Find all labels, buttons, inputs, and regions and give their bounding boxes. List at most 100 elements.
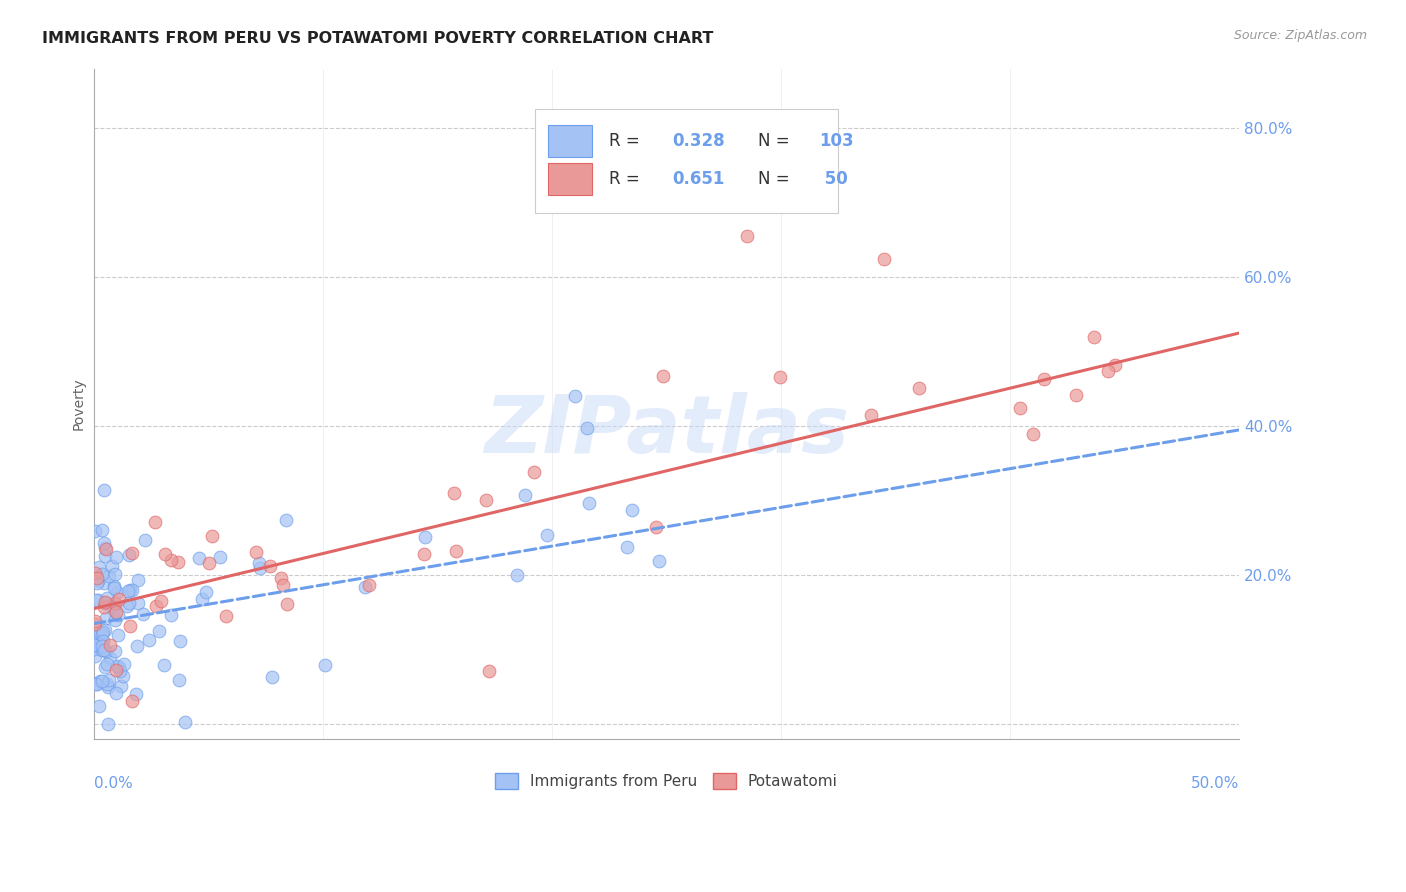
Point — [83, 639, 105, 653]
Point — [91, 567, 114, 582]
Point — [93, 643, 115, 657]
Point — [1097, 364, 1119, 378]
Point — [97, 673, 120, 687]
Point — [120, 582, 142, 597]
Point — [143, 515, 166, 529]
Point — [94, 644, 117, 658]
Point — [105, 550, 128, 565]
Point — [93, 483, 115, 498]
Point — [93, 596, 115, 610]
Point — [84, 593, 107, 607]
Point — [245, 545, 267, 559]
Point — [121, 583, 143, 598]
Point — [274, 513, 297, 527]
Point — [1104, 359, 1126, 373]
Point — [127, 596, 149, 610]
Point — [87, 629, 110, 643]
Point — [93, 536, 115, 550]
Point — [100, 638, 122, 652]
Text: N =: N = — [758, 170, 794, 188]
Point — [107, 628, 129, 642]
Point — [93, 576, 115, 591]
Point — [110, 679, 132, 693]
Text: 0.328: 0.328 — [672, 132, 724, 150]
Point — [103, 581, 125, 595]
FancyBboxPatch shape — [534, 109, 838, 212]
Point — [515, 488, 537, 502]
Point — [94, 549, 117, 563]
Point — [125, 639, 148, 653]
Point — [94, 624, 117, 638]
Point — [121, 545, 143, 559]
Point — [89, 699, 111, 714]
Point — [98, 569, 121, 583]
Point — [103, 579, 125, 593]
Point — [194, 585, 217, 599]
Point — [247, 556, 270, 570]
Point — [152, 658, 174, 673]
Text: 0.0%: 0.0% — [94, 776, 132, 791]
Point — [105, 686, 128, 700]
Point — [90, 673, 112, 688]
Point — [478, 664, 501, 678]
Point — [536, 528, 558, 542]
Point — [104, 643, 127, 657]
Point — [117, 584, 139, 599]
Point — [87, 592, 110, 607]
Point — [89, 559, 111, 574]
Point — [84, 648, 107, 663]
Point — [104, 605, 127, 619]
Point — [96, 542, 118, 557]
Point — [94, 660, 117, 674]
Point — [259, 558, 281, 573]
Point — [270, 571, 292, 585]
Point — [475, 493, 498, 508]
Point — [1083, 329, 1105, 343]
Point — [93, 634, 115, 648]
Point — [153, 547, 176, 561]
Point — [249, 561, 271, 575]
Point — [91, 639, 114, 653]
Point — [314, 658, 336, 673]
FancyBboxPatch shape — [548, 163, 592, 195]
Point — [907, 381, 929, 395]
Point — [96, 611, 118, 625]
Point — [97, 717, 120, 731]
Point — [276, 598, 298, 612]
Point — [523, 465, 546, 479]
Point — [96, 657, 118, 671]
Point — [134, 533, 156, 547]
Point — [84, 524, 107, 538]
Text: 103: 103 — [818, 132, 853, 150]
Point — [1010, 401, 1032, 416]
Point — [91, 642, 114, 657]
Point — [121, 694, 143, 708]
Point — [1033, 372, 1056, 386]
Point — [112, 657, 135, 672]
Point — [148, 624, 170, 638]
Point — [578, 496, 600, 510]
Point — [575, 421, 598, 435]
Point — [271, 577, 294, 591]
Point — [413, 530, 436, 544]
Point — [138, 633, 160, 648]
Point — [101, 558, 124, 573]
Point — [260, 670, 283, 684]
Point — [616, 540, 638, 554]
Point — [90, 523, 112, 537]
Point — [412, 548, 434, 562]
Point — [104, 596, 127, 610]
Text: 0.651: 0.651 — [672, 170, 724, 188]
Point — [564, 389, 586, 403]
Point — [86, 576, 108, 591]
Point — [105, 659, 128, 673]
Point — [873, 252, 896, 266]
Point — [169, 634, 191, 648]
Legend: Immigrants from Peru, Potawatomi: Immigrants from Peru, Potawatomi — [489, 767, 844, 795]
Point — [105, 663, 128, 677]
Point — [118, 548, 141, 562]
Point — [96, 591, 118, 605]
Point — [84, 677, 107, 691]
Y-axis label: Poverty: Poverty — [72, 377, 86, 430]
Point — [125, 687, 148, 701]
